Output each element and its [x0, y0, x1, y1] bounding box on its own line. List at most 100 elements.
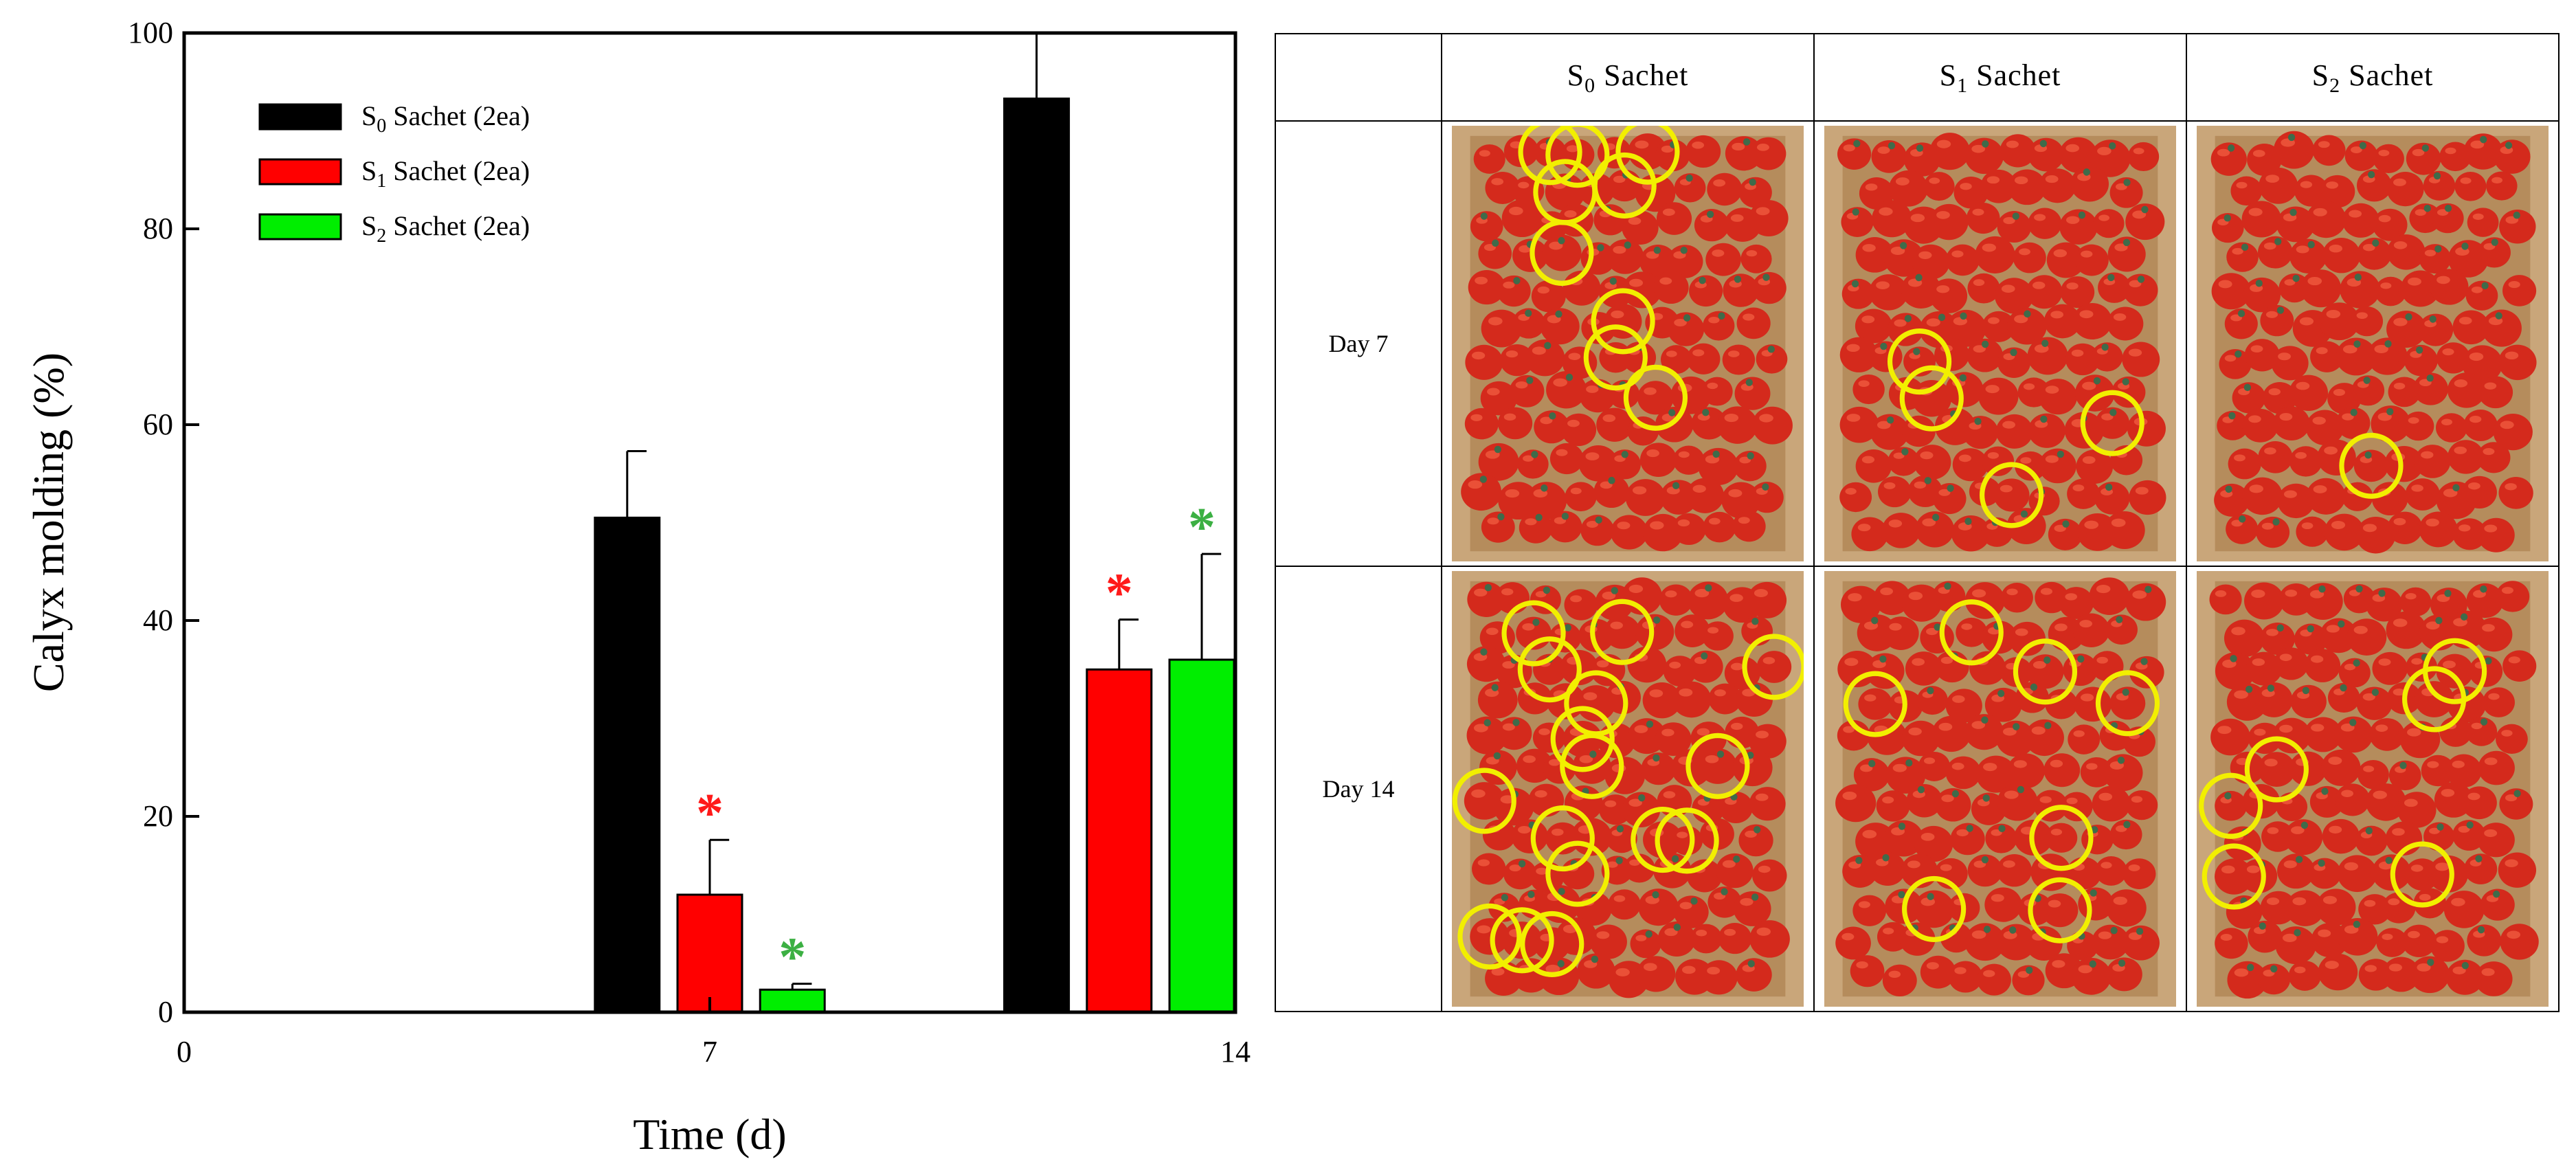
bar — [759, 988, 826, 1014]
photo-cell — [2186, 566, 2560, 1012]
tomato — [1705, 243, 1741, 276]
tomato — [1717, 406, 1758, 444]
tomato-highlight — [1604, 800, 1617, 807]
tomato-highlight — [2279, 413, 2293, 421]
tomato-highlight — [1518, 181, 1530, 189]
tomato-calyx — [1494, 445, 1501, 454]
tomato-calyx — [2475, 855, 2483, 862]
tomato-highlight — [1661, 728, 1675, 737]
tomato-calyx — [1888, 142, 1896, 150]
tomato-highlight — [1756, 207, 1770, 216]
tomato-calyx — [1754, 826, 1761, 834]
tomato — [1975, 236, 2015, 273]
tomato — [1749, 787, 1786, 821]
mold-highlight-circle — [1583, 324, 1648, 391]
tomato-calyx — [1938, 313, 1946, 322]
tomato-highlight — [2427, 761, 2439, 768]
mold-highlight-circle — [1685, 733, 1750, 799]
tomato-highlight — [1707, 627, 1719, 634]
tomato-calyx — [2485, 657, 2492, 665]
tomato-calyx — [1595, 516, 1602, 524]
tomato-highlight — [1926, 318, 1940, 327]
tomato-highlight — [2505, 483, 2517, 491]
tomato-highlight — [1724, 413, 1739, 423]
tomato-highlight — [2484, 382, 2497, 390]
tomato-highlight — [2014, 176, 2028, 185]
tomato-highlight — [1610, 621, 1623, 629]
tomato-highlight — [1615, 968, 1630, 976]
tomato-highlight — [1907, 860, 1920, 869]
tomato — [1756, 651, 1792, 683]
tomato-calyx — [2437, 823, 2444, 831]
tomato-calyx — [2355, 585, 2363, 593]
photo-cell — [1813, 566, 2187, 1012]
tomato-highlight — [2220, 934, 2232, 941]
tomato-highlight — [2374, 344, 2388, 353]
tomato — [2007, 753, 2045, 789]
tomato-calyx — [1526, 377, 1534, 384]
tomato-highlight — [1960, 183, 1972, 190]
tomato-highlight — [1501, 588, 1514, 596]
tomato — [1672, 681, 1712, 718]
mold-highlight-circle — [1939, 599, 2004, 666]
tomato-highlight — [2114, 243, 2128, 252]
tomato-calyx — [2350, 408, 2357, 416]
row-label-day14: Day 14 — [1275, 566, 1442, 1012]
tomato-highlight — [2411, 484, 2423, 492]
tomato-highlight — [2052, 960, 2065, 968]
tomato-highlight — [2470, 140, 2485, 149]
tomato — [1751, 406, 1793, 445]
tomato-calyx — [2466, 821, 2474, 829]
tomato-highlight — [1551, 828, 1564, 836]
tomato — [2475, 617, 2513, 652]
tomato — [2387, 511, 2423, 544]
tomato — [2104, 511, 2145, 549]
tomato-highlight — [2313, 485, 2327, 493]
mold-highlight-circle — [1545, 126, 1610, 188]
x-axis-label: Time (d) — [633, 1110, 786, 1159]
tomato — [1835, 926, 1871, 960]
tomato-highlight — [1503, 413, 1516, 421]
axis-layer: 0 20 40 60 80 100 0 7 14 — [128, 16, 1251, 1069]
tomato-calyx — [2423, 204, 2431, 212]
tomato — [1701, 377, 1733, 406]
tomato — [2474, 961, 2513, 996]
tomato — [2125, 790, 2158, 820]
tomato-box-image — [1824, 126, 2176, 561]
tomato-box-image — [2197, 571, 2549, 1007]
tomato-highlight — [1708, 316, 1720, 324]
tomato-calyx — [2461, 613, 2468, 621]
tomato-highlight — [1918, 251, 1932, 260]
tomato-highlight — [2264, 447, 2276, 455]
tomato-calyx — [1589, 750, 1597, 758]
tomato-highlight — [1567, 419, 1580, 427]
tomato-highlight — [2249, 484, 2264, 493]
tomato-calyx — [2062, 520, 2070, 528]
tomato-highlight — [2268, 388, 2281, 396]
tomato-highlight — [1890, 246, 1905, 255]
tomato-highlight — [1596, 931, 1610, 939]
tomato-highlight — [1517, 826, 1531, 834]
tomato — [2038, 379, 2078, 415]
tomato-highlight — [2419, 893, 2431, 901]
tomato-highlight — [2300, 181, 2313, 188]
tomato-highlight — [1746, 250, 1758, 257]
tomato-highlight — [1923, 757, 1936, 764]
tomato-calyx — [1927, 686, 1934, 695]
tomato-highlight — [1858, 380, 1870, 387]
tomato — [2498, 344, 2537, 381]
tomato-highlight — [1920, 833, 1935, 841]
tomato-highlight — [1679, 688, 1693, 697]
tomato-calyx — [1668, 409, 1676, 416]
tomato-highlight — [1936, 211, 1950, 219]
tomato-calyx — [1541, 484, 1548, 492]
tomato-highlight — [2236, 181, 2248, 189]
tomato-highlight — [1926, 627, 1938, 636]
tomato-highlight — [1644, 387, 1657, 395]
tomato-calyx — [2224, 214, 2231, 222]
tomato-highlight — [2508, 281, 2520, 289]
tomato-calyx — [1982, 794, 1990, 802]
tomato-highlight — [2098, 931, 2112, 939]
tomato — [2072, 302, 2112, 340]
tomato — [1671, 826, 1703, 856]
